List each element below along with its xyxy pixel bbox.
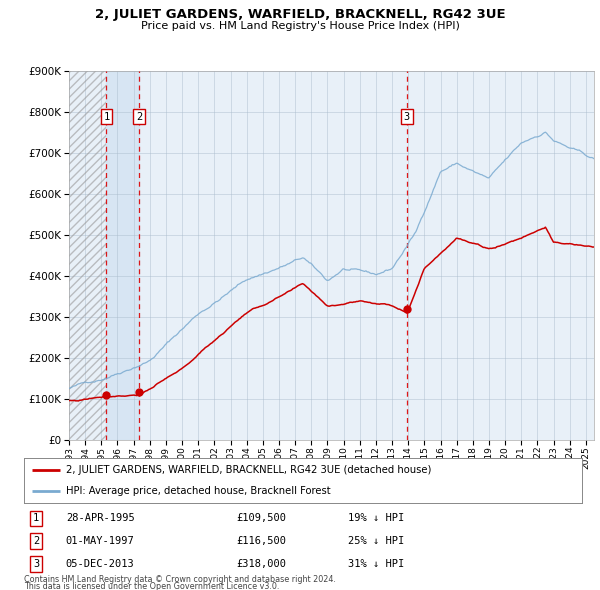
Bar [69, 71, 106, 440]
Text: 2, JULIET GARDENS, WARFIELD, BRACKNELL, RG42 3UE: 2, JULIET GARDENS, WARFIELD, BRACKNELL, … [95, 8, 505, 21]
Bar [69, 71, 106, 440]
Text: 31% ↓ HPI: 31% ↓ HPI [347, 559, 404, 569]
Text: 1: 1 [33, 513, 40, 523]
Text: £116,500: £116,500 [236, 536, 286, 546]
Text: HPI: Average price, detached house, Bracknell Forest: HPI: Average price, detached house, Brac… [66, 486, 331, 496]
Text: This data is licensed under the Open Government Licence v3.0.: This data is licensed under the Open Gov… [24, 582, 280, 590]
Text: 3: 3 [33, 559, 40, 569]
Text: 28-APR-1995: 28-APR-1995 [66, 513, 134, 523]
Text: 2: 2 [33, 536, 40, 546]
Text: 25% ↓ HPI: 25% ↓ HPI [347, 536, 404, 546]
Text: 2, JULIET GARDENS, WARFIELD, BRACKNELL, RG42 3UE (detached house): 2, JULIET GARDENS, WARFIELD, BRACKNELL, … [66, 466, 431, 476]
Text: 05-DEC-2013: 05-DEC-2013 [66, 559, 134, 569]
Text: 01-MAY-1997: 01-MAY-1997 [66, 536, 134, 546]
Text: Contains HM Land Registry data © Crown copyright and database right 2024.: Contains HM Land Registry data © Crown c… [24, 575, 336, 584]
Text: 19% ↓ HPI: 19% ↓ HPI [347, 513, 404, 523]
Text: 3: 3 [404, 112, 410, 122]
Text: 1: 1 [103, 112, 110, 122]
Text: £318,000: £318,000 [236, 559, 286, 569]
Bar [106, 71, 139, 440]
Text: £109,500: £109,500 [236, 513, 286, 523]
Text: Price paid vs. HM Land Registry's House Price Index (HPI): Price paid vs. HM Land Registry's House … [140, 21, 460, 31]
Text: 2: 2 [136, 112, 142, 122]
